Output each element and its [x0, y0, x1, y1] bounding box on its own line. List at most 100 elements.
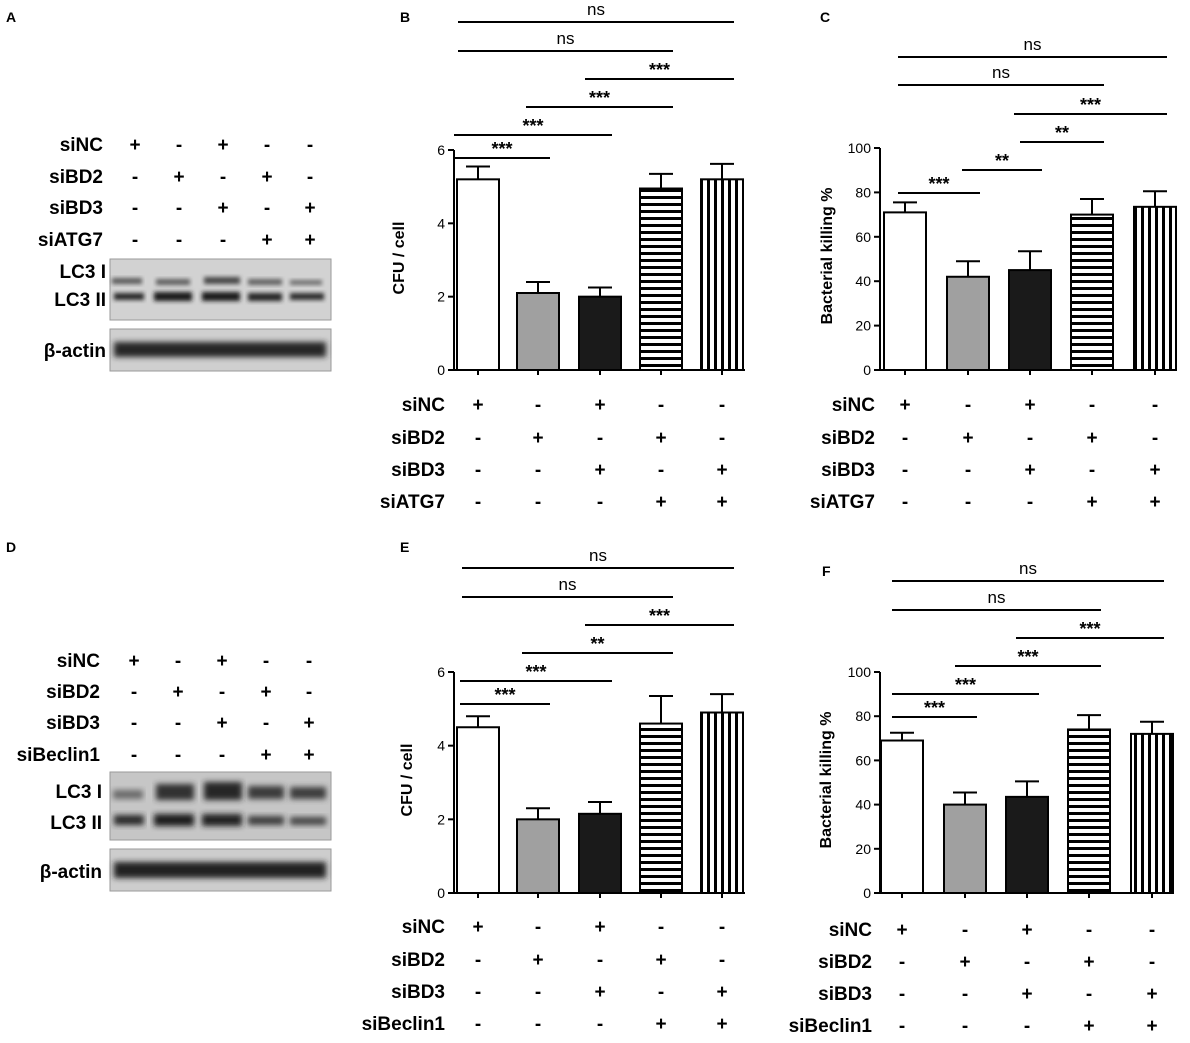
condition-sign: -	[1086, 984, 1092, 1005]
y-axis-label: CFU / cell	[399, 744, 416, 817]
condition-sign: +	[655, 1014, 666, 1035]
condition-sign: +	[216, 651, 227, 672]
y-axis-label: Bacterial killing %	[819, 188, 836, 325]
lc3ii-band	[290, 293, 324, 300]
condition-label: siBD3	[391, 982, 445, 1003]
condition-label: siBD2	[391, 950, 445, 971]
condition-sign: -	[962, 920, 968, 941]
condition-sign: -	[535, 917, 541, 938]
significance-label: **	[590, 634, 604, 654]
condition-sign: +	[303, 745, 314, 766]
condition-sign: -	[307, 135, 313, 156]
condition-sign: +	[304, 198, 315, 219]
condition-sign: -	[475, 492, 481, 513]
bar	[456, 726, 500, 894]
condition-sign: -	[1027, 428, 1033, 449]
condition-sign: +	[261, 167, 272, 188]
bar	[516, 292, 560, 371]
y-tick-label: 80	[855, 184, 871, 200]
condition-sign: -	[475, 1014, 481, 1035]
condition-sign: -	[1024, 1016, 1030, 1037]
lc3ii-band	[290, 817, 326, 825]
condition-sign: +	[1021, 920, 1032, 941]
condition-sign: +	[1146, 984, 1157, 1005]
condition-sign: +	[594, 917, 605, 938]
lc3i-band	[156, 784, 194, 800]
significance-label: ***	[491, 139, 512, 159]
condition-label: siNC	[402, 395, 446, 416]
y-tick-label: 100	[848, 664, 872, 680]
lc3i-band	[156, 279, 190, 285]
condition-sign: -	[1089, 395, 1095, 416]
significance-label: ***	[589, 88, 610, 108]
condition-sign: -	[1152, 395, 1158, 416]
lc3ii-band	[154, 292, 192, 301]
condition-sign: +	[655, 428, 666, 449]
condition-sign: -	[475, 428, 481, 449]
condition-sign: -	[219, 682, 225, 703]
condition-sign: +	[1086, 428, 1097, 449]
condition-label: siATG7	[380, 492, 445, 513]
condition-sign: +	[716, 492, 727, 513]
condition-sign: +	[1083, 952, 1094, 973]
lc3ii-band	[114, 293, 144, 300]
bar	[516, 818, 560, 894]
significance-label: ***	[525, 662, 546, 682]
blot-label-lc3i: LC3 I	[60, 262, 106, 283]
condition-sign: -	[1149, 952, 1155, 973]
significance-label: ns	[992, 63, 1010, 82]
condition-sign: -	[220, 167, 226, 188]
y-tick-label: 4	[437, 738, 445, 754]
significance-label: ***	[494, 685, 515, 705]
y-tick-label: 0	[437, 362, 445, 378]
y-tick-label: 0	[863, 885, 871, 901]
condition-sign: -	[658, 460, 664, 481]
y-tick-label: 20	[855, 318, 871, 334]
bar	[1070, 213, 1114, 371]
condition-label: siBD3	[49, 198, 103, 219]
condition-label: siNC	[402, 917, 446, 938]
y-axis-label: Bacterial killing %	[818, 712, 835, 849]
significance-label: **	[995, 151, 1009, 171]
condition-sign: -	[1089, 460, 1095, 481]
condition-sign: -	[535, 395, 541, 416]
condition-sign: -	[175, 745, 181, 766]
panel-letter: D	[6, 539, 16, 555]
significance-label: ns	[1024, 35, 1042, 54]
condition-sign: +	[655, 950, 666, 971]
condition-sign: +	[1024, 460, 1035, 481]
y-tick-label: 60	[855, 229, 871, 245]
lc3i-band	[112, 278, 142, 284]
y-tick-label: 40	[855, 797, 871, 813]
condition-sign: -	[902, 428, 908, 449]
condition-sign: -	[307, 167, 313, 188]
condition-sign: -	[475, 460, 481, 481]
condition-sign: +	[716, 1014, 727, 1035]
condition-sign: -	[220, 230, 226, 251]
y-axis-label: CFU / cell	[391, 222, 408, 295]
condition-sign: +	[896, 920, 907, 941]
significance-label: ns	[587, 0, 605, 19]
condition-sign: -	[219, 745, 225, 766]
condition-sign: +	[128, 651, 139, 672]
condition-sign: +	[261, 230, 272, 251]
condition-sign: -	[597, 950, 603, 971]
condition-sign: -	[1027, 492, 1033, 513]
blot-label-actin: β-actin	[40, 862, 102, 883]
condition-sign: +	[962, 428, 973, 449]
significance-label: ***	[1017, 647, 1038, 667]
y-tick-label: 2	[437, 289, 445, 305]
condition-sign: +	[532, 428, 543, 449]
condition-label: siATG7	[810, 492, 875, 513]
condition-sign: -	[965, 492, 971, 513]
condition-label: siNC	[832, 395, 876, 416]
bar	[883, 211, 927, 371]
condition-sign: +	[655, 492, 666, 513]
condition-sign: -	[535, 1014, 541, 1035]
lc3ii-band	[114, 815, 144, 825]
significance-label: ns	[589, 546, 607, 565]
condition-sign: +	[1024, 395, 1035, 416]
condition-sign: -	[658, 917, 664, 938]
y-tick-label: 2	[437, 811, 445, 827]
